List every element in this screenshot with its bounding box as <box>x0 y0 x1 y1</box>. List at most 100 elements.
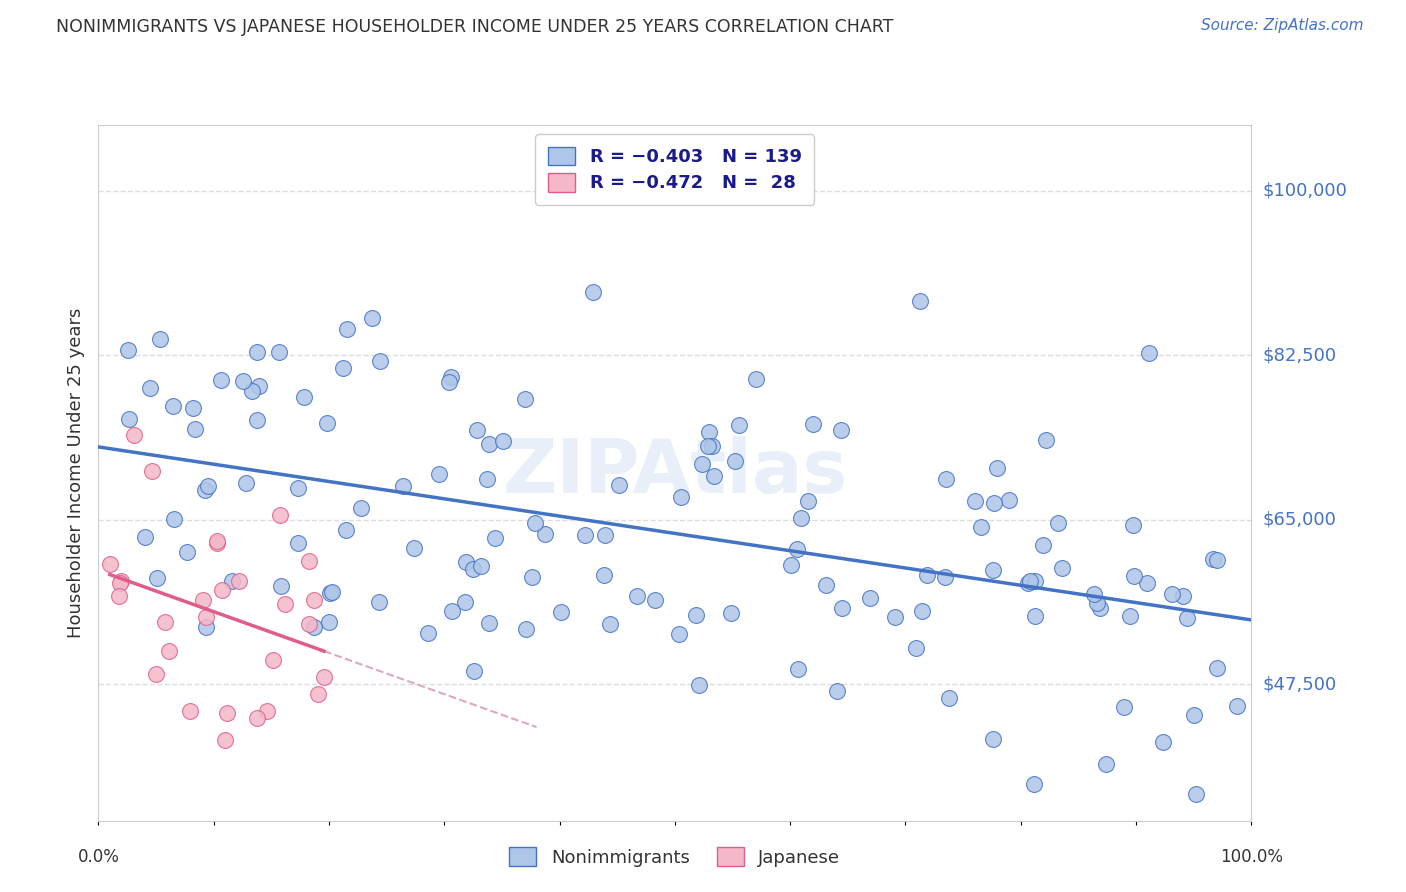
Point <box>302 592 325 607</box>
Point <box>246 345 269 359</box>
Point <box>361 311 384 326</box>
Point <box>593 528 616 542</box>
Point <box>221 574 243 588</box>
Point <box>267 345 290 359</box>
Point <box>162 399 184 413</box>
Point <box>1032 538 1054 552</box>
Point <box>786 662 808 676</box>
Point <box>134 530 156 544</box>
Point <box>242 384 264 399</box>
Point <box>599 616 621 631</box>
Point <box>194 610 217 624</box>
Point <box>179 704 201 718</box>
Point <box>274 597 297 611</box>
Point <box>246 412 269 426</box>
Point <box>214 733 236 747</box>
Point <box>801 417 824 431</box>
Point <box>287 481 309 495</box>
Text: $100,000: $100,000 <box>1263 182 1347 200</box>
Point <box>593 568 616 582</box>
Point <box>1119 609 1142 624</box>
Point <box>724 454 747 468</box>
Point <box>986 461 1008 475</box>
Legend: Nonimmigrants, Japanese: Nonimmigrants, Japanese <box>495 833 855 881</box>
Point <box>454 594 477 608</box>
Point <box>191 592 214 607</box>
Text: $65,000: $65,000 <box>1263 511 1336 529</box>
Point <box>484 532 506 546</box>
Point <box>1206 553 1229 567</box>
Point <box>1175 611 1198 625</box>
Text: 0.0%: 0.0% <box>77 848 120 866</box>
Point <box>440 603 463 617</box>
Point <box>492 434 515 448</box>
Point <box>141 464 163 478</box>
Point <box>118 412 141 426</box>
Point <box>668 627 690 641</box>
Point <box>475 472 498 486</box>
Point <box>981 563 1004 577</box>
Point <box>262 653 284 667</box>
Point <box>825 684 848 698</box>
Point <box>205 534 228 549</box>
Point <box>1206 661 1229 675</box>
Point <box>703 468 725 483</box>
Y-axis label: Householder Income Under 25 years: Householder Income Under 25 years <box>66 308 84 638</box>
Point <box>513 392 536 406</box>
Point <box>197 478 219 492</box>
Point <box>478 437 501 451</box>
Point <box>696 439 718 453</box>
Point <box>904 640 927 655</box>
Point <box>402 541 425 555</box>
Point <box>938 691 960 706</box>
Point <box>427 467 450 481</box>
Point <box>522 569 544 583</box>
Point <box>336 322 359 336</box>
Point <box>1024 608 1046 623</box>
Point <box>626 589 648 603</box>
Point <box>779 558 801 572</box>
Point <box>935 472 957 486</box>
Point <box>312 670 335 684</box>
Point <box>533 527 555 541</box>
Point <box>728 417 751 432</box>
Text: 100.0%: 100.0% <box>1220 848 1282 866</box>
Point <box>437 375 460 389</box>
Point <box>970 520 993 534</box>
Point <box>607 478 630 492</box>
Point <box>1122 569 1144 583</box>
Point <box>298 554 321 568</box>
Point <box>287 536 309 550</box>
Point <box>122 427 145 442</box>
Point <box>831 601 853 615</box>
Point <box>465 423 488 437</box>
Text: $82,500: $82,500 <box>1263 346 1337 364</box>
Point <box>392 479 415 493</box>
Point <box>463 665 485 679</box>
Point <box>524 516 547 530</box>
Point <box>454 555 477 569</box>
Point <box>797 494 820 508</box>
Point <box>1018 574 1040 589</box>
Point <box>1201 552 1223 566</box>
Point <box>786 541 808 556</box>
Point <box>1085 596 1108 610</box>
Point <box>439 369 461 384</box>
Point <box>247 378 270 392</box>
Text: NONIMMIGRANTS VS JAPANESE HOUSEHOLDER INCOME UNDER 25 YEARS CORRELATION CHART: NONIMMIGRANTS VS JAPANESE HOUSEHOLDER IN… <box>56 18 894 36</box>
Point <box>1152 735 1174 749</box>
Point <box>194 620 217 634</box>
Point <box>108 590 131 604</box>
Point <box>744 372 766 386</box>
Point <box>110 575 132 590</box>
Point <box>228 574 250 588</box>
Point <box>478 616 501 631</box>
Point <box>176 544 198 558</box>
Point <box>461 562 484 576</box>
Point <box>149 332 172 346</box>
Point <box>318 615 340 629</box>
Point <box>688 677 710 691</box>
Point <box>1035 433 1057 447</box>
Point <box>246 711 269 725</box>
Point <box>1184 787 1206 801</box>
